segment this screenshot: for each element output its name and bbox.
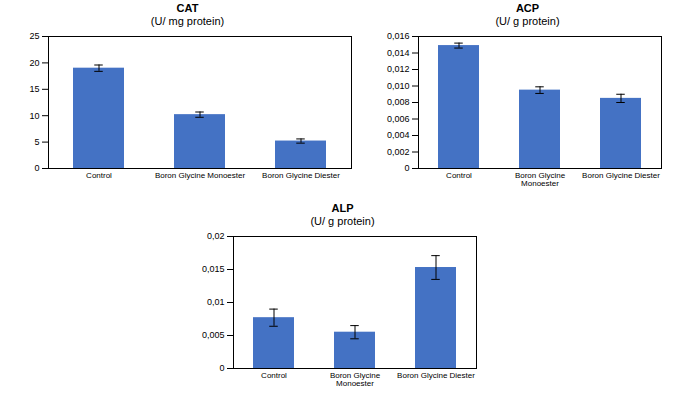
svg-text:0,012: 0,012 [386,64,409,74]
svg-text:20: 20 [29,58,39,68]
html-text:(U/ g protein): (U/ g protein) [310,215,375,227]
svg-text:0: 0 [219,363,224,373]
svg-text:Boron Glycine Diester: Boron Glycine Diester [262,171,340,180]
svg-text:Boron GlycineMonoester: Boron GlycineMonoester [329,371,380,388]
svg-text:10: 10 [29,111,39,121]
svg-text:Control: Control [446,171,472,180]
html-text:ACP: ACP [515,2,540,14]
svg-text:Boron Glycine Monoester: Boron Glycine Monoester [154,171,245,180]
html-text:CAT: CAT [176,2,199,14]
svg-text:15: 15 [29,84,39,94]
svg-text:0,02: 0,02 [206,231,224,241]
svg-text:0,01: 0,01 [206,297,224,307]
svg-text:0,002: 0,002 [386,147,409,157]
svg-text:0: 0 [404,163,409,173]
svg-text:Boron Glycine Diester: Boron Glycine Diester [397,371,475,380]
svg-text:Boron Glycine Diester: Boron Glycine Diester [582,171,660,180]
svg-text:25: 25 [29,31,39,41]
svg-text:0,004: 0,004 [386,130,409,140]
svg-text:0,010: 0,010 [386,81,409,91]
svg-text:0,005: 0,005 [201,330,224,340]
svg-text:0,015: 0,015 [201,264,224,274]
svg-text:0,008: 0,008 [386,97,409,107]
svg-text:0,006: 0,006 [386,114,409,124]
html-text:(U/ mg protein): (U/ mg protein) [150,15,225,27]
html-text:(U/ g protein): (U/ g protein) [495,15,560,27]
svg-text:5: 5 [34,137,39,147]
svg-text:Boron GlycineMonoester: Boron GlycineMonoester [514,171,565,188]
svg-text:Control: Control [261,371,287,380]
svg-text:Control: Control [86,171,112,180]
svg-text:0,014: 0,014 [386,48,409,58]
svg-text:0,016: 0,016 [386,31,409,41]
svg-text:0: 0 [34,163,39,173]
html-text:ALP: ALP [331,202,354,214]
